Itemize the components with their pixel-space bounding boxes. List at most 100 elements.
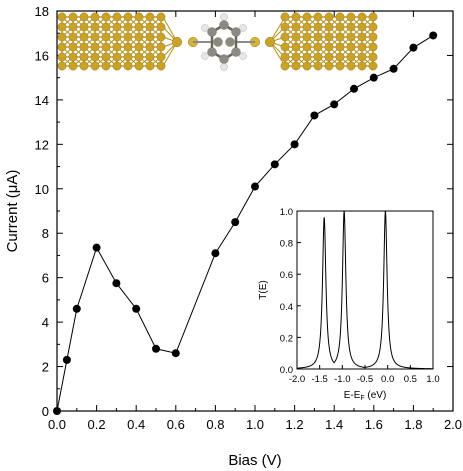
- gold-atom: [101, 52, 111, 62]
- gold-atom: [335, 32, 345, 42]
- gold-atom: [346, 32, 356, 42]
- gold-atom: [346, 22, 356, 32]
- gold-atom: [280, 52, 290, 62]
- inset-x-tick-label: 0.5: [404, 374, 417, 385]
- gold-atom: [368, 22, 378, 32]
- gold-atom: [68, 61, 78, 71]
- data-point: [231, 218, 240, 227]
- gold-atom: [134, 22, 144, 32]
- gold-atom: [313, 32, 323, 42]
- hydrogen-atom: [220, 63, 228, 71]
- gold-atom: [112, 12, 122, 22]
- data-point: [53, 407, 61, 415]
- gold-atom: [112, 32, 122, 42]
- gold-atom: [291, 42, 301, 52]
- gold-atom: [123, 61, 133, 71]
- inset-y-tick-label: 1.0: [280, 207, 293, 218]
- gold-atom: [134, 32, 144, 42]
- gold-atom: [280, 22, 290, 32]
- gold-atom: [291, 32, 301, 42]
- gold-atom: [90, 12, 100, 22]
- gold-atom: [123, 42, 133, 52]
- gold-atom: [313, 12, 323, 22]
- gold-atom: [291, 52, 301, 62]
- inset-x-tick-label: -1.5: [311, 374, 327, 385]
- inset-x-ticks: -2.0 -1.5 -1.0 -0.5 0.0 0.5 1.0: [289, 365, 440, 385]
- inset-x-axis-label: E-EF (eV): [344, 390, 387, 402]
- gold-atom: [302, 22, 312, 32]
- carbon-atom: [231, 27, 241, 37]
- main-x-tick-label: 2.0: [444, 417, 462, 432]
- gold-atom: [79, 12, 89, 22]
- gold-atom: [313, 52, 323, 62]
- gold-atom: [335, 22, 345, 32]
- main-x-tick-label: 0.0: [48, 417, 66, 432]
- gold-atom: [145, 52, 155, 62]
- gold-atom: [324, 52, 334, 62]
- gold-atom: [112, 52, 122, 62]
- gold-atom: [101, 12, 111, 22]
- data-point: [152, 344, 160, 353]
- gold-atom: [313, 61, 323, 71]
- gold-atom: [156, 52, 166, 62]
- gold-atom: [291, 61, 301, 71]
- hydrogen-atom: [201, 24, 209, 32]
- main-x-ticks: 0.0 0.2 0.4 0.6 0.8 1.0 1.2 1.4 1.6 1.8 2.0: [48, 11, 462, 432]
- gold-atom: [57, 22, 67, 32]
- gold-atom: [346, 42, 356, 52]
- gold-atom: [112, 42, 122, 52]
- gold-atom: [156, 32, 166, 42]
- gold-atom: [134, 52, 144, 62]
- main-x-tick-label: 1.4: [325, 417, 343, 432]
- data-point: [290, 140, 299, 149]
- gold-atom: [145, 61, 155, 71]
- inset-y-tick-label: 0.6: [280, 270, 293, 281]
- gold-atom: [68, 12, 78, 22]
- gold-atom: [368, 32, 378, 42]
- gold-atom: [90, 61, 100, 71]
- main-y-tick-label: 14: [35, 93, 49, 108]
- molecular-junction-image: [57, 12, 378, 71]
- inset-chart: -2.0 -1.5 -1.0 -0.5 0.0 0.5 1.0 0.00.20.40.60.…: [258, 207, 440, 402]
- gold-atom: [324, 12, 334, 22]
- inset-x-tick-label: -0.5: [357, 374, 373, 385]
- gold-atom: [90, 52, 100, 62]
- gold-atom: [134, 42, 144, 52]
- gold-atom: [79, 52, 89, 62]
- gold-atom: [324, 32, 334, 42]
- gold-atom: [291, 22, 301, 32]
- main-x-tick-label: 1.6: [365, 417, 383, 432]
- inset-x-tick-label: 1.0: [426, 374, 439, 385]
- gold-atom: [134, 12, 144, 22]
- gold-atom: [112, 61, 122, 71]
- gold-atom: [357, 52, 367, 62]
- gold-atom: [156, 12, 166, 22]
- hydrogen-atom: [201, 52, 209, 60]
- gold-atom: [280, 12, 290, 22]
- gold-atom: [357, 12, 367, 22]
- gold-atom: [302, 42, 312, 52]
- gold-atom: [68, 42, 78, 52]
- gold-atom: [302, 52, 312, 62]
- data-point: [112, 279, 121, 288]
- gold-atom: [280, 42, 290, 52]
- inset-x-tick-label: -2.0: [289, 374, 305, 385]
- gold-atom: [79, 32, 89, 42]
- gold-atom: [90, 32, 100, 42]
- gold-atom: [324, 42, 334, 52]
- data-point: [132, 304, 141, 313]
- gold-atom: [145, 12, 155, 22]
- gold-atom: [302, 32, 312, 42]
- main-y-tick-label: 6: [42, 271, 49, 286]
- gold-atom: [156, 22, 166, 32]
- main-x-tick-label: 0.8: [206, 417, 224, 432]
- data-point: [409, 43, 418, 52]
- carbon-atom: [219, 20, 229, 30]
- carbon-atom: [213, 37, 223, 47]
- gold-atom: [145, 42, 155, 52]
- gold-atom: [368, 42, 378, 52]
- gold-atom: [57, 12, 67, 22]
- gold-atom: [368, 12, 378, 22]
- gold-atom: [57, 42, 67, 52]
